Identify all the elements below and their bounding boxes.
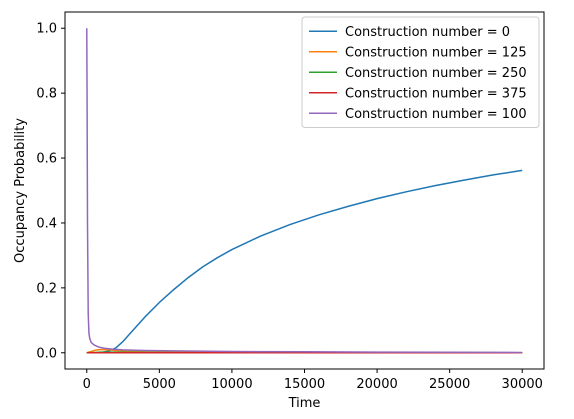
legend: Construction number = 0 Construction numb… xyxy=(301,16,540,128)
x-tick-label: 25000 xyxy=(429,377,470,392)
y-tick-label: 0.4 xyxy=(36,216,57,231)
legend-box xyxy=(301,16,540,128)
legend-label-3: Construction number = 375 xyxy=(345,86,527,101)
series-line-4 xyxy=(86,28,523,354)
x-tick-label: 15000 xyxy=(284,377,325,392)
y-tick-label: 0.0 xyxy=(36,346,57,361)
legend-label-2: Construction number = 250 xyxy=(345,66,527,81)
y-axis: 0.0 0.2 0.4 0.6 0.8 1.0 xyxy=(36,22,65,361)
x-tick-label: 5000 xyxy=(143,377,176,392)
x-tick-label: 0 xyxy=(83,377,91,392)
series-layer xyxy=(86,28,523,354)
y-axis-title: Occupancy Probability xyxy=(13,118,28,263)
x-tick-label: 20000 xyxy=(356,377,397,392)
x-tick-label: 30000 xyxy=(502,377,543,392)
y-tick-label: 1.0 xyxy=(36,22,57,37)
y-tick-label: 0.6 xyxy=(36,152,57,167)
y-tick-label: 0.2 xyxy=(36,281,57,296)
series-line-0 xyxy=(86,169,523,354)
legend-label-1: Construction number = 125 xyxy=(345,45,527,60)
legend-label-4: Construction number = 100 xyxy=(345,107,527,122)
x-axis-title: Time xyxy=(288,396,321,411)
legend-label-0: Construction number = 0 xyxy=(345,25,510,40)
y-tick-label: 0.8 xyxy=(36,87,57,102)
x-tick-label: 10000 xyxy=(211,377,252,392)
x-axis: 0 5000 10000 15000 20000 25000 30000 xyxy=(83,369,543,392)
